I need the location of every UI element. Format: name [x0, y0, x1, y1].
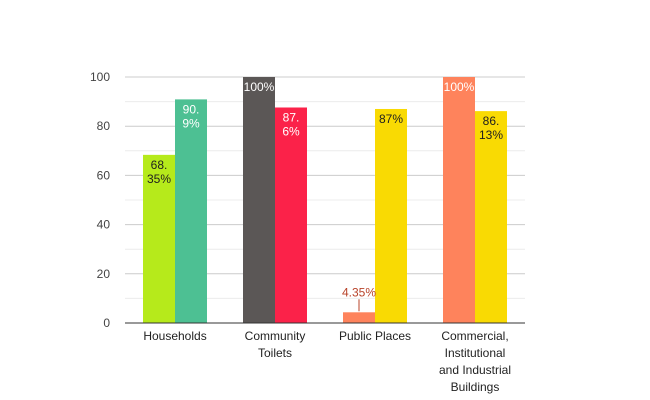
- data-label: 13%: [479, 128, 503, 142]
- data-label: 86.: [483, 114, 500, 128]
- y-tick-label: 80: [97, 119, 111, 133]
- x-category-label: Institutional: [445, 346, 506, 360]
- data-label: 100%: [244, 80, 275, 94]
- data-label: 4.35%: [342, 285, 376, 299]
- bar: [243, 77, 275, 323]
- y-tick-label: 0: [103, 316, 110, 330]
- x-category-label: Public Places: [339, 329, 411, 343]
- x-category-label: and Industrial: [439, 363, 511, 377]
- bar: [143, 154, 175, 323]
- bar: [343, 312, 375, 323]
- data-label: 87%: [379, 112, 403, 126]
- x-category-label: Community: [245, 329, 306, 343]
- bar: [475, 111, 507, 323]
- bar: [175, 99, 207, 323]
- y-tick-label: 60: [97, 168, 111, 182]
- data-label: 87.: [283, 111, 300, 125]
- bar: [275, 107, 307, 323]
- bar: [443, 77, 475, 323]
- data-label: 35%: [147, 172, 171, 186]
- x-category-label: Households: [143, 329, 206, 343]
- data-label: 100%: [444, 80, 475, 94]
- data-labels: 68.35% 90.9% 100% 87.6% 4.35% 87% 100% 86.13%: [147, 80, 503, 312]
- x-category-label: Commercial,: [441, 329, 508, 343]
- y-tick-label: 40: [97, 218, 111, 232]
- y-tick-label: 100: [90, 70, 110, 84]
- y-tick-label: 20: [97, 267, 111, 281]
- x-category-label: Buildings: [451, 380, 500, 394]
- x-category-label: Toilets: [258, 346, 292, 360]
- data-label: 6%: [282, 125, 300, 139]
- bars: [143, 77, 507, 323]
- bar: [375, 108, 407, 323]
- y-axis-tick-labels: 0 20 40 60 80 100: [90, 70, 110, 330]
- data-label: 9%: [182, 116, 200, 130]
- x-axis-category-labels: Households Community Toilets Public Places C…: [143, 329, 511, 394]
- data-label: 68.: [151, 158, 168, 172]
- data-label: 90.: [183, 102, 200, 116]
